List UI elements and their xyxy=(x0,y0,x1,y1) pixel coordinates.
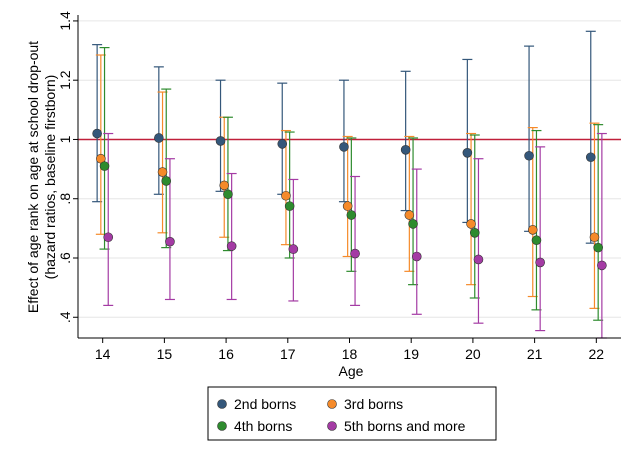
x-axis-label: Age xyxy=(339,363,364,379)
point-s2-14 xyxy=(99,161,110,171)
legend-marker-2 xyxy=(217,421,227,431)
x-tick-label-7: 21 xyxy=(527,346,543,362)
point-s0-18 xyxy=(339,142,349,152)
y-axis-label-line-2: (hazard ratios, baseline firstborn) xyxy=(42,75,58,280)
x-tick-label-6: 20 xyxy=(465,346,481,362)
point-s2-20 xyxy=(469,228,480,238)
legend-marker-1 xyxy=(327,399,337,409)
errorbar-s3-19 xyxy=(411,168,422,315)
point-s0-17 xyxy=(277,139,288,149)
data-points xyxy=(92,128,607,271)
point-s1-22 xyxy=(589,232,600,243)
legend-marker-0 xyxy=(217,399,227,409)
x-tick-label-3: 17 xyxy=(280,346,296,362)
x-tick-label-2: 16 xyxy=(218,346,234,362)
point-s3-14 xyxy=(103,232,114,243)
point-s1-19 xyxy=(404,210,415,220)
point-s2-21 xyxy=(531,235,542,246)
point-s0-16 xyxy=(215,136,226,146)
point-s3-19 xyxy=(411,251,422,262)
x-axis: 14 15 16 17 18 19 20 21 22 xyxy=(78,337,621,362)
x-tick-label-5: 19 xyxy=(403,346,419,362)
point-s3-16 xyxy=(226,241,237,251)
point-s3-21 xyxy=(535,257,545,268)
point-s2-17 xyxy=(284,201,295,211)
x-tick-label-8: 22 xyxy=(589,346,605,362)
plot-background xyxy=(78,15,621,338)
point-s3-20 xyxy=(473,254,484,265)
point-s2-19 xyxy=(408,219,418,229)
point-s3-22 xyxy=(597,260,607,271)
point-s0-22 xyxy=(585,152,596,163)
point-s0-21 xyxy=(524,150,534,161)
legend-label-3: 5th borns and more xyxy=(344,418,466,434)
y-tick-label-1: .6 xyxy=(57,252,73,264)
y-tick-label-4: 1.2 xyxy=(57,70,73,90)
point-s1-20 xyxy=(466,219,476,229)
x-tick-label-4: 18 xyxy=(342,346,358,362)
errorbar-s3-20 xyxy=(473,158,484,324)
point-s2-15 xyxy=(161,176,172,186)
x-tick-label-0: 14 xyxy=(95,346,111,362)
point-s1-15 xyxy=(157,167,168,177)
point-s2-16 xyxy=(223,189,233,200)
point-s1-17 xyxy=(281,190,291,201)
point-s0-15 xyxy=(154,133,164,143)
point-s0-20 xyxy=(462,147,473,158)
y-tick-label-5: 1.4 xyxy=(57,11,73,31)
y-axis: .4 .6 .8 1 1.2 1.4 xyxy=(57,11,79,338)
legend-label-1: 3rd borns xyxy=(344,396,403,412)
legend-marker-3 xyxy=(327,421,337,431)
y-tick-label-3: 1 xyxy=(57,135,73,143)
point-s1-16 xyxy=(219,180,230,191)
point-s1-18 xyxy=(342,201,353,211)
point-s0-19 xyxy=(400,145,411,155)
point-s2-18 xyxy=(346,210,357,220)
legend-label-2: 4th borns xyxy=(234,418,292,434)
plot-area xyxy=(78,15,621,338)
x-tick-label-1: 15 xyxy=(157,346,173,362)
point-s2-22 xyxy=(593,242,603,253)
errorbar-s3-14 xyxy=(103,132,114,307)
y-tick-label-2: .8 xyxy=(57,193,73,205)
errorbar-s3-18 xyxy=(350,175,361,307)
point-s3-18 xyxy=(350,248,360,259)
legend: 2nd borns 3rd borns 4th borns 5th borns and… xyxy=(207,386,497,441)
point-s3-17 xyxy=(288,244,299,254)
legend-label-0: 2nd borns xyxy=(234,396,296,412)
errorbar-s3-17 xyxy=(288,178,299,302)
point-s0-14 xyxy=(92,128,102,139)
point-s3-15 xyxy=(165,236,175,247)
y-tick-label-0: .4 xyxy=(57,311,73,323)
legend-box xyxy=(207,386,497,441)
y-axis-label-line-1: Effect of age rank on age at school drop… xyxy=(25,41,41,313)
point-s1-21 xyxy=(527,225,538,235)
